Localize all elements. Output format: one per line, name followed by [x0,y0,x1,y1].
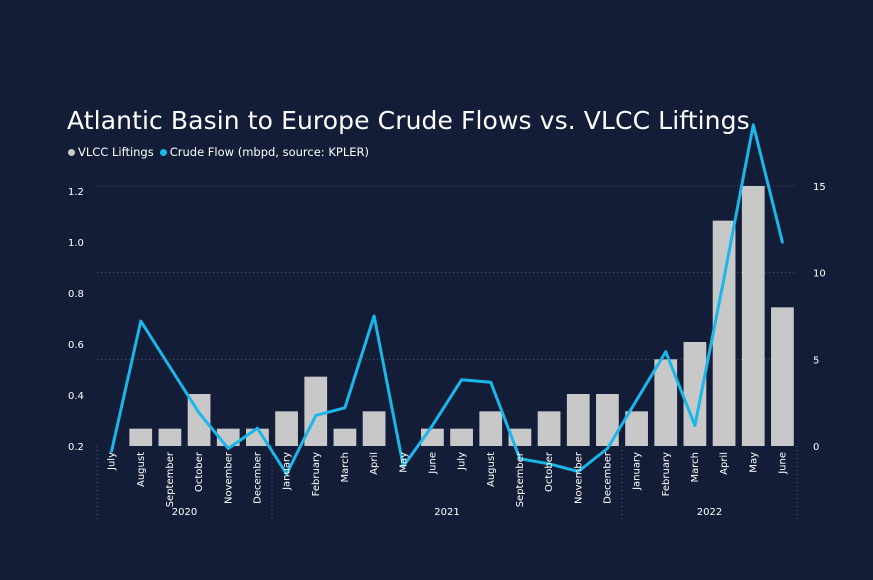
x-tick-label: November [573,451,584,504]
bar [771,307,794,446]
bar [683,342,707,446]
y-right-tick-label: 10 [813,269,826,280]
x-tick-label: June [777,452,788,475]
x-group-label: 2022 [697,507,722,518]
bar [275,411,298,446]
legend-swatch-liftings [68,148,75,156]
x-tick-label: June [427,452,438,475]
bar [479,411,503,446]
y-left-tick-label: 0.8 [68,289,84,300]
x-tick-label: January [632,452,643,491]
bar [333,428,357,446]
bar [654,359,678,446]
bar [566,394,590,446]
bar [129,428,153,446]
y-right-tick-label: 5 [813,355,819,366]
bar [596,394,619,446]
chart-title: Atlantic Basin to Europe Crude Flows vs.… [67,106,750,135]
y-right-tick-label: 0 [813,442,819,453]
x-tick-label: August [486,452,497,487]
x-tick-label: December [602,451,613,504]
bar [741,186,765,446]
x-tick-label: November [223,451,234,504]
bar [712,220,736,446]
x-tick-label: March [690,452,701,482]
x-group-label: 2020 [172,507,197,518]
y-left-tick-label: 0.2 [68,442,84,453]
bar [450,428,473,446]
x-tick-label: April [369,452,380,475]
bar [158,428,182,446]
legend-label-flow: Crude Flow (mbpd, source: KPLER) [169,145,369,159]
bar [625,411,648,446]
x-tick-label: September [165,451,176,507]
x-group-label: 2021 [434,507,459,518]
x-tick-label: April [719,452,730,475]
x-tick-label: October [544,451,555,492]
legend: VLCC Liftings Crude Flow (mbpd, source: … [68,145,369,159]
x-tick-label: July [107,452,118,471]
x-tick-label: August [136,452,147,487]
bar [304,376,328,446]
y-left-tick-label: 1.2 [68,187,84,198]
y-right-tick-label: 15 [813,182,826,193]
series-line-crude-flow [110,123,784,476]
x-tick-label: March [340,452,351,482]
x-tick-label: July [457,452,468,471]
y-left-tick-label: 0.6 [68,340,84,351]
legend-item-flow[interactable]: Crude Flow (mbpd, source: KPLER) [159,145,369,159]
x-tick-label: February [661,452,672,496]
legend-item-liftings[interactable]: VLCC Liftings [68,145,154,159]
y-left-tick-label: 1.0 [68,238,84,249]
x-tick-label: May [748,452,759,473]
bar [537,411,561,446]
legend-swatch-flow [159,148,167,156]
bar [187,394,211,446]
x-tick-label: February [311,452,322,496]
x-tick-label: May [398,452,409,473]
bar [362,411,386,446]
x-tick-label: December [252,451,263,504]
x-tick-label: October [194,451,205,492]
legend-label-liftings: VLCC Liftings [78,145,154,159]
x-tick-label: September [515,451,526,507]
x-tick-label: January [282,452,293,491]
y-left-tick-label: 0.4 [68,391,84,402]
